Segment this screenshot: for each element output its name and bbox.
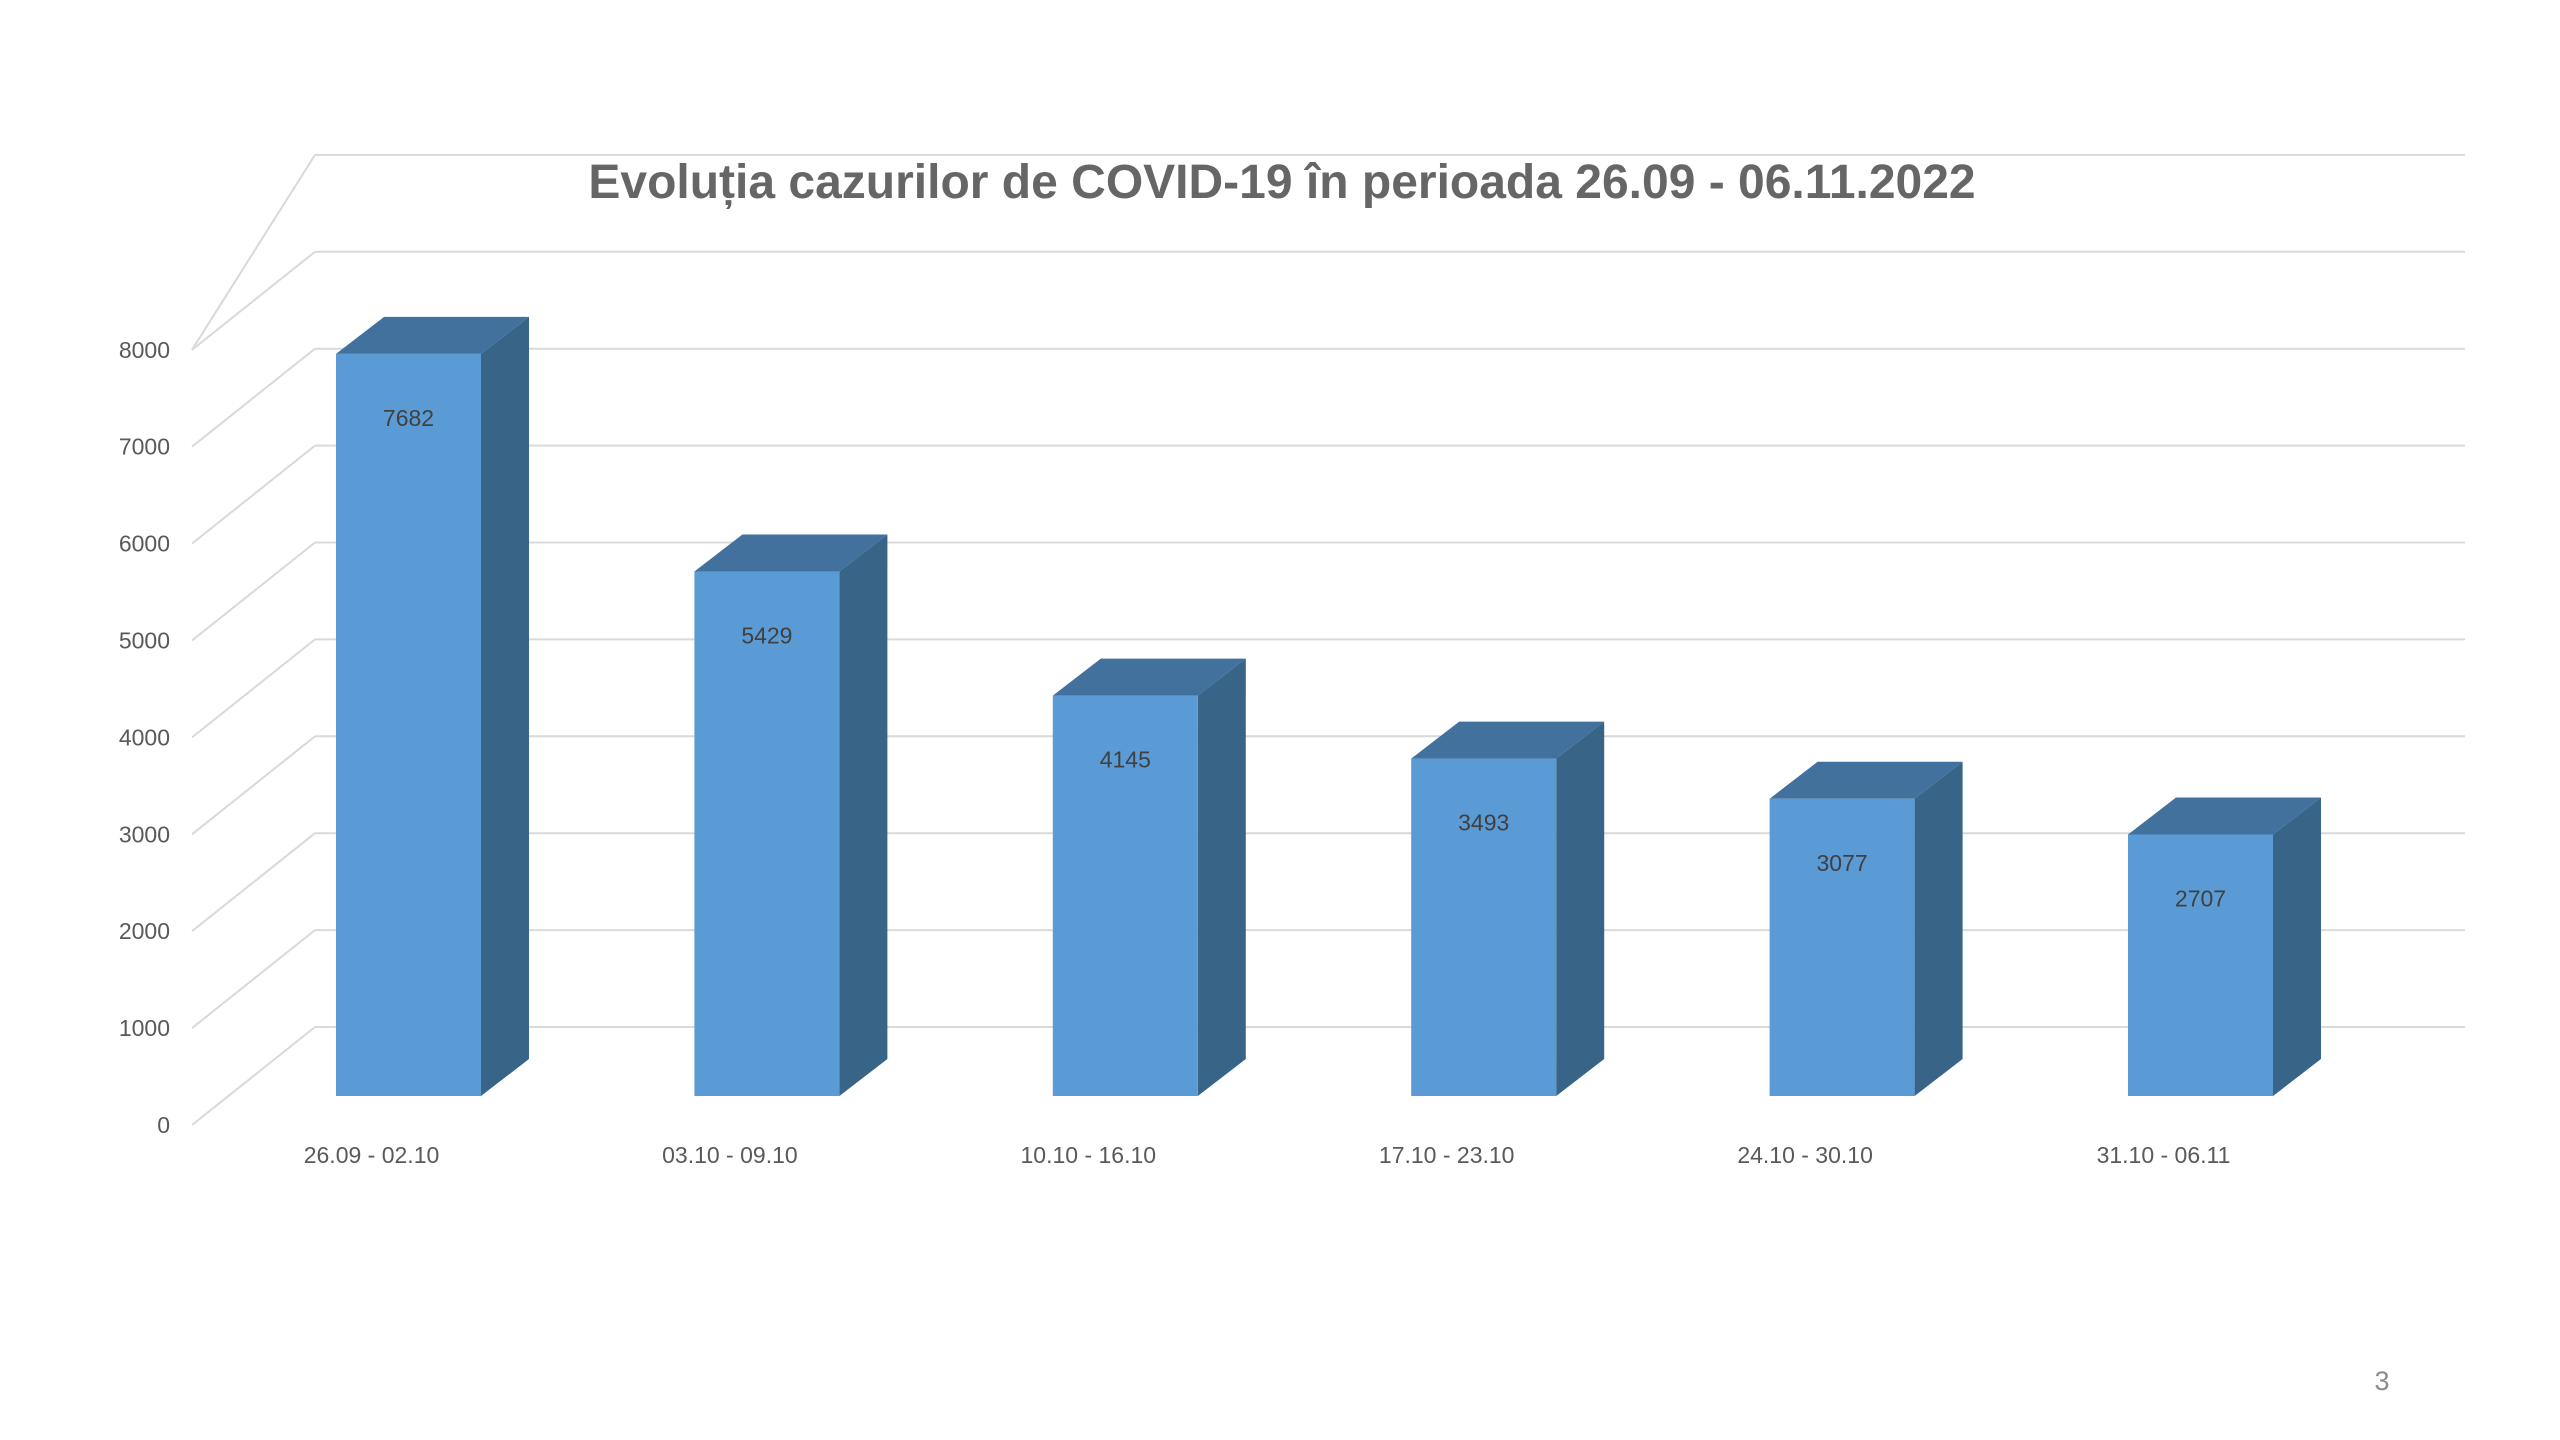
gridline-diagonal (191, 735, 316, 836)
bar-top (2128, 797, 2321, 835)
bar: 5429 (694, 534, 888, 1096)
bar-top (336, 316, 529, 354)
bar-front (694, 571, 840, 1096)
data-label: 3493 (1458, 810, 1509, 836)
page-number: 3 (2374, 1366, 2390, 1396)
bar-top (1769, 761, 1963, 799)
y-tick-label: 4000 (119, 724, 170, 750)
bar-top (1411, 721, 1605, 759)
data-label: 5429 (741, 623, 792, 649)
bar: 2707 (2128, 797, 2321, 1096)
gridline-diagonal (191, 929, 316, 1029)
y-axis: 0 1000 2000 3000 4000 5000 6000 7000 8000 (119, 337, 170, 1138)
bars: 7682 5429 4145 3493 3077 2707 (336, 316, 2321, 1096)
gridline-diagonal (191, 541, 316, 642)
gridline-diagonal (191, 444, 316, 545)
y-tick-label: 1000 (119, 1015, 170, 1041)
y-tick-label: 8000 (119, 337, 170, 363)
gridline-diagonal (191, 251, 316, 351)
data-label: 4145 (1100, 747, 1151, 773)
gridline-diagonal (191, 347, 316, 448)
x-tick-label: 03.10 - 09.10 (662, 1142, 798, 1168)
y-tick-label: 5000 (119, 628, 170, 654)
bar-front (1769, 798, 1915, 1096)
bar-side (1914, 761, 1963, 1096)
y-tick-label: 6000 (119, 531, 170, 557)
gridlines (191, 153, 2465, 1126)
gridline-diagonal (191, 638, 316, 739)
gridline-diagonal (191, 832, 316, 932)
y-tick-label: 7000 (119, 434, 170, 460)
y-tick-label: 0 (157, 1112, 170, 1138)
bar-side (1197, 658, 1246, 1096)
bar: 4145 (1052, 658, 1246, 1096)
chart-title: Evoluția cazurilor de COVID-19 în perioa… (588, 156, 1975, 209)
bar-front (1411, 758, 1557, 1096)
x-tick-label: 31.10 - 06.11 (2097, 1142, 2231, 1168)
bar: 3077 (1769, 761, 1963, 1096)
bar-side (1556, 721, 1605, 1096)
bar-front (2128, 834, 2273, 1096)
bar-top (1052, 658, 1246, 696)
bar-front (1052, 695, 1198, 1096)
x-tick-label: 26.09 - 02.10 (304, 1142, 440, 1168)
x-tick-label: 10.10 - 16.10 (1021, 1142, 1157, 1168)
bar: 7682 (336, 316, 529, 1096)
data-label: 3077 (1817, 850, 1868, 876)
bar-side (481, 316, 529, 1096)
bar-top (694, 534, 888, 572)
data-label: 2707 (2175, 886, 2226, 912)
x-tick-label: 17.10 - 23.10 (1379, 1142, 1515, 1168)
data-label: 7682 (383, 405, 434, 431)
bar: 3493 (1411, 721, 1605, 1096)
x-tick-label: 24.10 - 30.10 (1737, 1142, 1873, 1168)
bar-front (336, 353, 481, 1096)
bar-side (839, 534, 888, 1096)
gridline-diagonal (191, 154, 316, 351)
bar-side (2273, 797, 2321, 1096)
gridline-diagonal (191, 1026, 316, 1126)
x-axis: 26.09 - 02.10 03.10 - 09.10 10.10 - 16.10 1… (304, 1142, 2231, 1168)
y-tick-label: 3000 (119, 821, 170, 847)
y-tick-label: 2000 (119, 918, 170, 944)
